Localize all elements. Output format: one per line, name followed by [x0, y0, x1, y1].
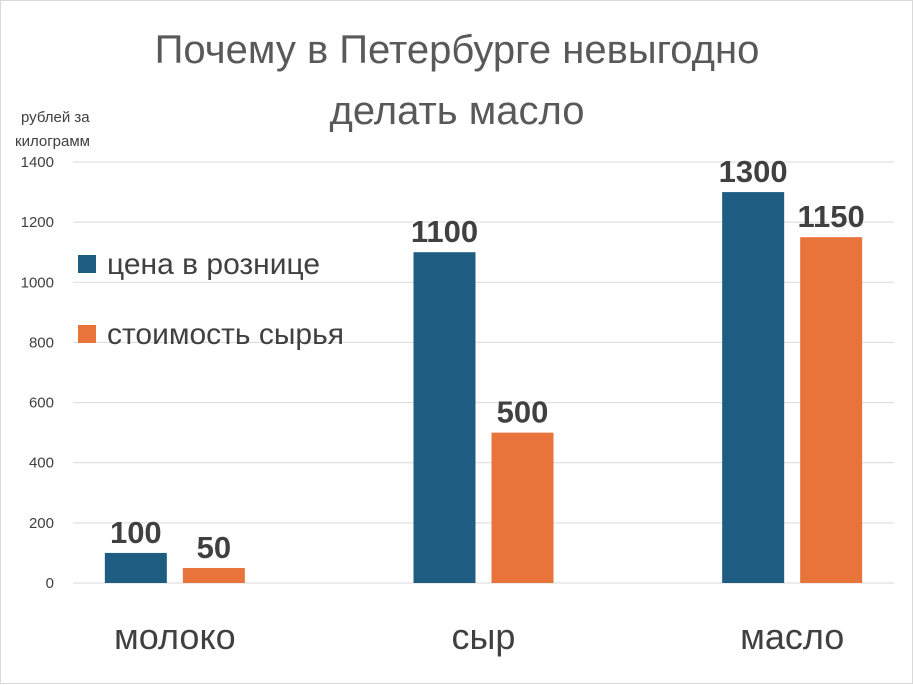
x-tick-label: молоко	[114, 616, 236, 657]
y-axis-label-line-1: рублей за	[21, 109, 90, 126]
legend-label: стоимость сырья	[107, 318, 344, 351]
gridlines	[73, 161, 894, 584]
bar-сыр-series-2	[491, 432, 554, 583]
y-tick-label: 400	[29, 455, 54, 472]
x-tick-label: сыр	[452, 616, 516, 657]
y-tick-label: 800	[29, 334, 54, 351]
legend-swatch	[78, 325, 96, 343]
y-tick-label: 200	[29, 515, 54, 532]
x-axis-ticks: молоко сыр масло	[114, 616, 844, 657]
y-tick-label: 600	[29, 395, 54, 412]
chart-title-line-1: Почему в Петербурге невыгодно	[155, 28, 760, 72]
data-label: 50	[197, 530, 231, 565]
legend-label: цена в рознице	[107, 248, 320, 281]
data-label: 1100	[411, 214, 478, 249]
y-tick-label: 1200	[21, 214, 54, 231]
x-tick-label: масло	[740, 616, 844, 657]
bar-молоко-series-1	[104, 552, 167, 583]
legend: цена в рознице стоимость сырья	[78, 248, 344, 351]
y-axis-ticks: 0 200 400 600 800 1000 1200 1400	[21, 154, 54, 592]
data-label: 1150	[798, 199, 865, 234]
data-label: 100	[110, 515, 162, 550]
bar-масло-series-1	[722, 192, 785, 584]
bar-молоко-series-2	[182, 567, 245, 583]
data-labels: 100 50 1100 500 1300 1150	[110, 154, 865, 565]
y-tick-label: 0	[46, 575, 54, 592]
data-label: 500	[497, 395, 549, 430]
chart-title-line-2: делать масло	[329, 89, 584, 133]
y-tick-label: 1000	[21, 274, 54, 291]
y-axis-label-line-2: килограмм	[15, 133, 90, 150]
data-label: 1300	[719, 154, 788, 189]
bars	[104, 192, 863, 584]
legend-swatch	[78, 255, 96, 273]
bar-масло-series-2	[800, 237, 863, 583]
bar-сыр-series-1	[413, 252, 476, 583]
y-tick-label: 1400	[21, 154, 54, 171]
